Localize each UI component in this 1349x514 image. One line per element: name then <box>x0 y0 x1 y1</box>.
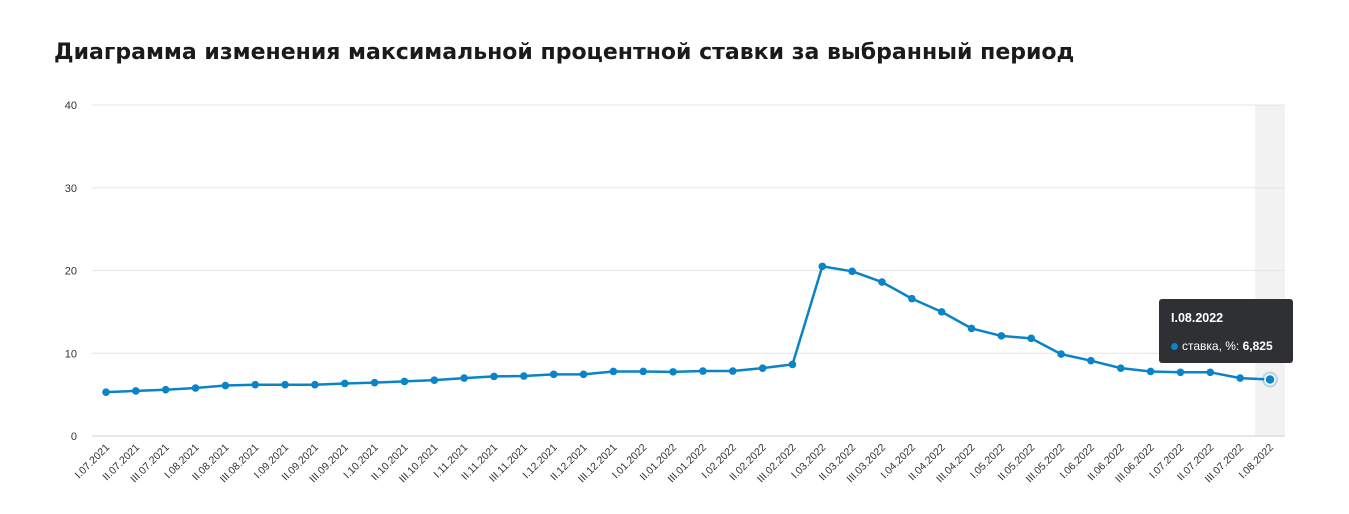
y-tick-label: 0 <box>71 431 77 443</box>
y-tick-label: 30 <box>65 183 77 195</box>
chart-title: Диаграмма изменения максимальной процент… <box>54 40 1075 65</box>
data-point[interactable] <box>520 372 528 380</box>
data-point[interactable] <box>758 364 767 372</box>
data-point[interactable] <box>788 360 797 369</box>
data-point[interactable] <box>311 380 319 389</box>
data-point[interactable] <box>191 384 200 392</box>
data-point[interactable] <box>490 372 498 381</box>
data-point[interactable] <box>1087 356 1095 365</box>
data-point[interactable] <box>937 308 946 316</box>
data-point[interactable] <box>430 376 439 384</box>
data-point[interactable] <box>1027 334 1036 343</box>
data-point[interactable] <box>221 381 230 390</box>
data-point[interactable] <box>400 377 409 386</box>
data-point[interactable] <box>1116 364 1125 372</box>
data-point[interactable] <box>908 294 916 303</box>
data-point[interactable] <box>370 378 379 387</box>
data-point[interactable] <box>102 388 110 396</box>
tooltip-series-label: ставка, %: <box>1182 339 1240 353</box>
tooltip-row: ставка, %: 6,825 <box>1171 339 1281 353</box>
data-point[interactable] <box>132 387 140 395</box>
data-point[interactable] <box>161 385 170 394</box>
data-point[interactable] <box>639 367 648 376</box>
data-point[interactable] <box>549 370 558 379</box>
data-point[interactable] <box>281 380 289 389</box>
data-point[interactable] <box>251 380 260 389</box>
tooltip-title: I.08.2022 <box>1171 311 1224 325</box>
data-point[interactable] <box>609 367 618 376</box>
y-tick-label: 40 <box>65 100 77 112</box>
data-point[interactable] <box>460 374 468 382</box>
tooltip-value: 6,825 <box>1242 339 1273 353</box>
data-point[interactable] <box>699 367 707 375</box>
data-point[interactable] <box>1057 350 1065 358</box>
data-point[interactable] <box>1236 374 1244 382</box>
data-point[interactable] <box>997 332 1006 340</box>
y-tick-label: 10 <box>65 348 77 360</box>
data-point[interactable] <box>579 370 588 379</box>
data-point[interactable] <box>1206 368 1215 377</box>
tooltip-series-dot <box>1171 343 1178 351</box>
data-point[interactable] <box>1146 367 1155 376</box>
data-point[interactable] <box>340 379 349 388</box>
y-tick-label: 20 <box>65 266 77 278</box>
data-point[interactable] <box>669 368 677 376</box>
data-point[interactable] <box>967 324 976 333</box>
chart-tooltip: I.08.2022 ставка, %: 6,825 <box>1159 299 1293 363</box>
series-line <box>105 265 1271 394</box>
data-point-active[interactable] <box>1264 373 1276 386</box>
data-point[interactable] <box>878 278 886 286</box>
data-point[interactable] <box>848 267 856 276</box>
data-point[interactable] <box>1176 368 1185 377</box>
data-point[interactable] <box>728 367 737 375</box>
data-point[interactable] <box>818 262 827 271</box>
